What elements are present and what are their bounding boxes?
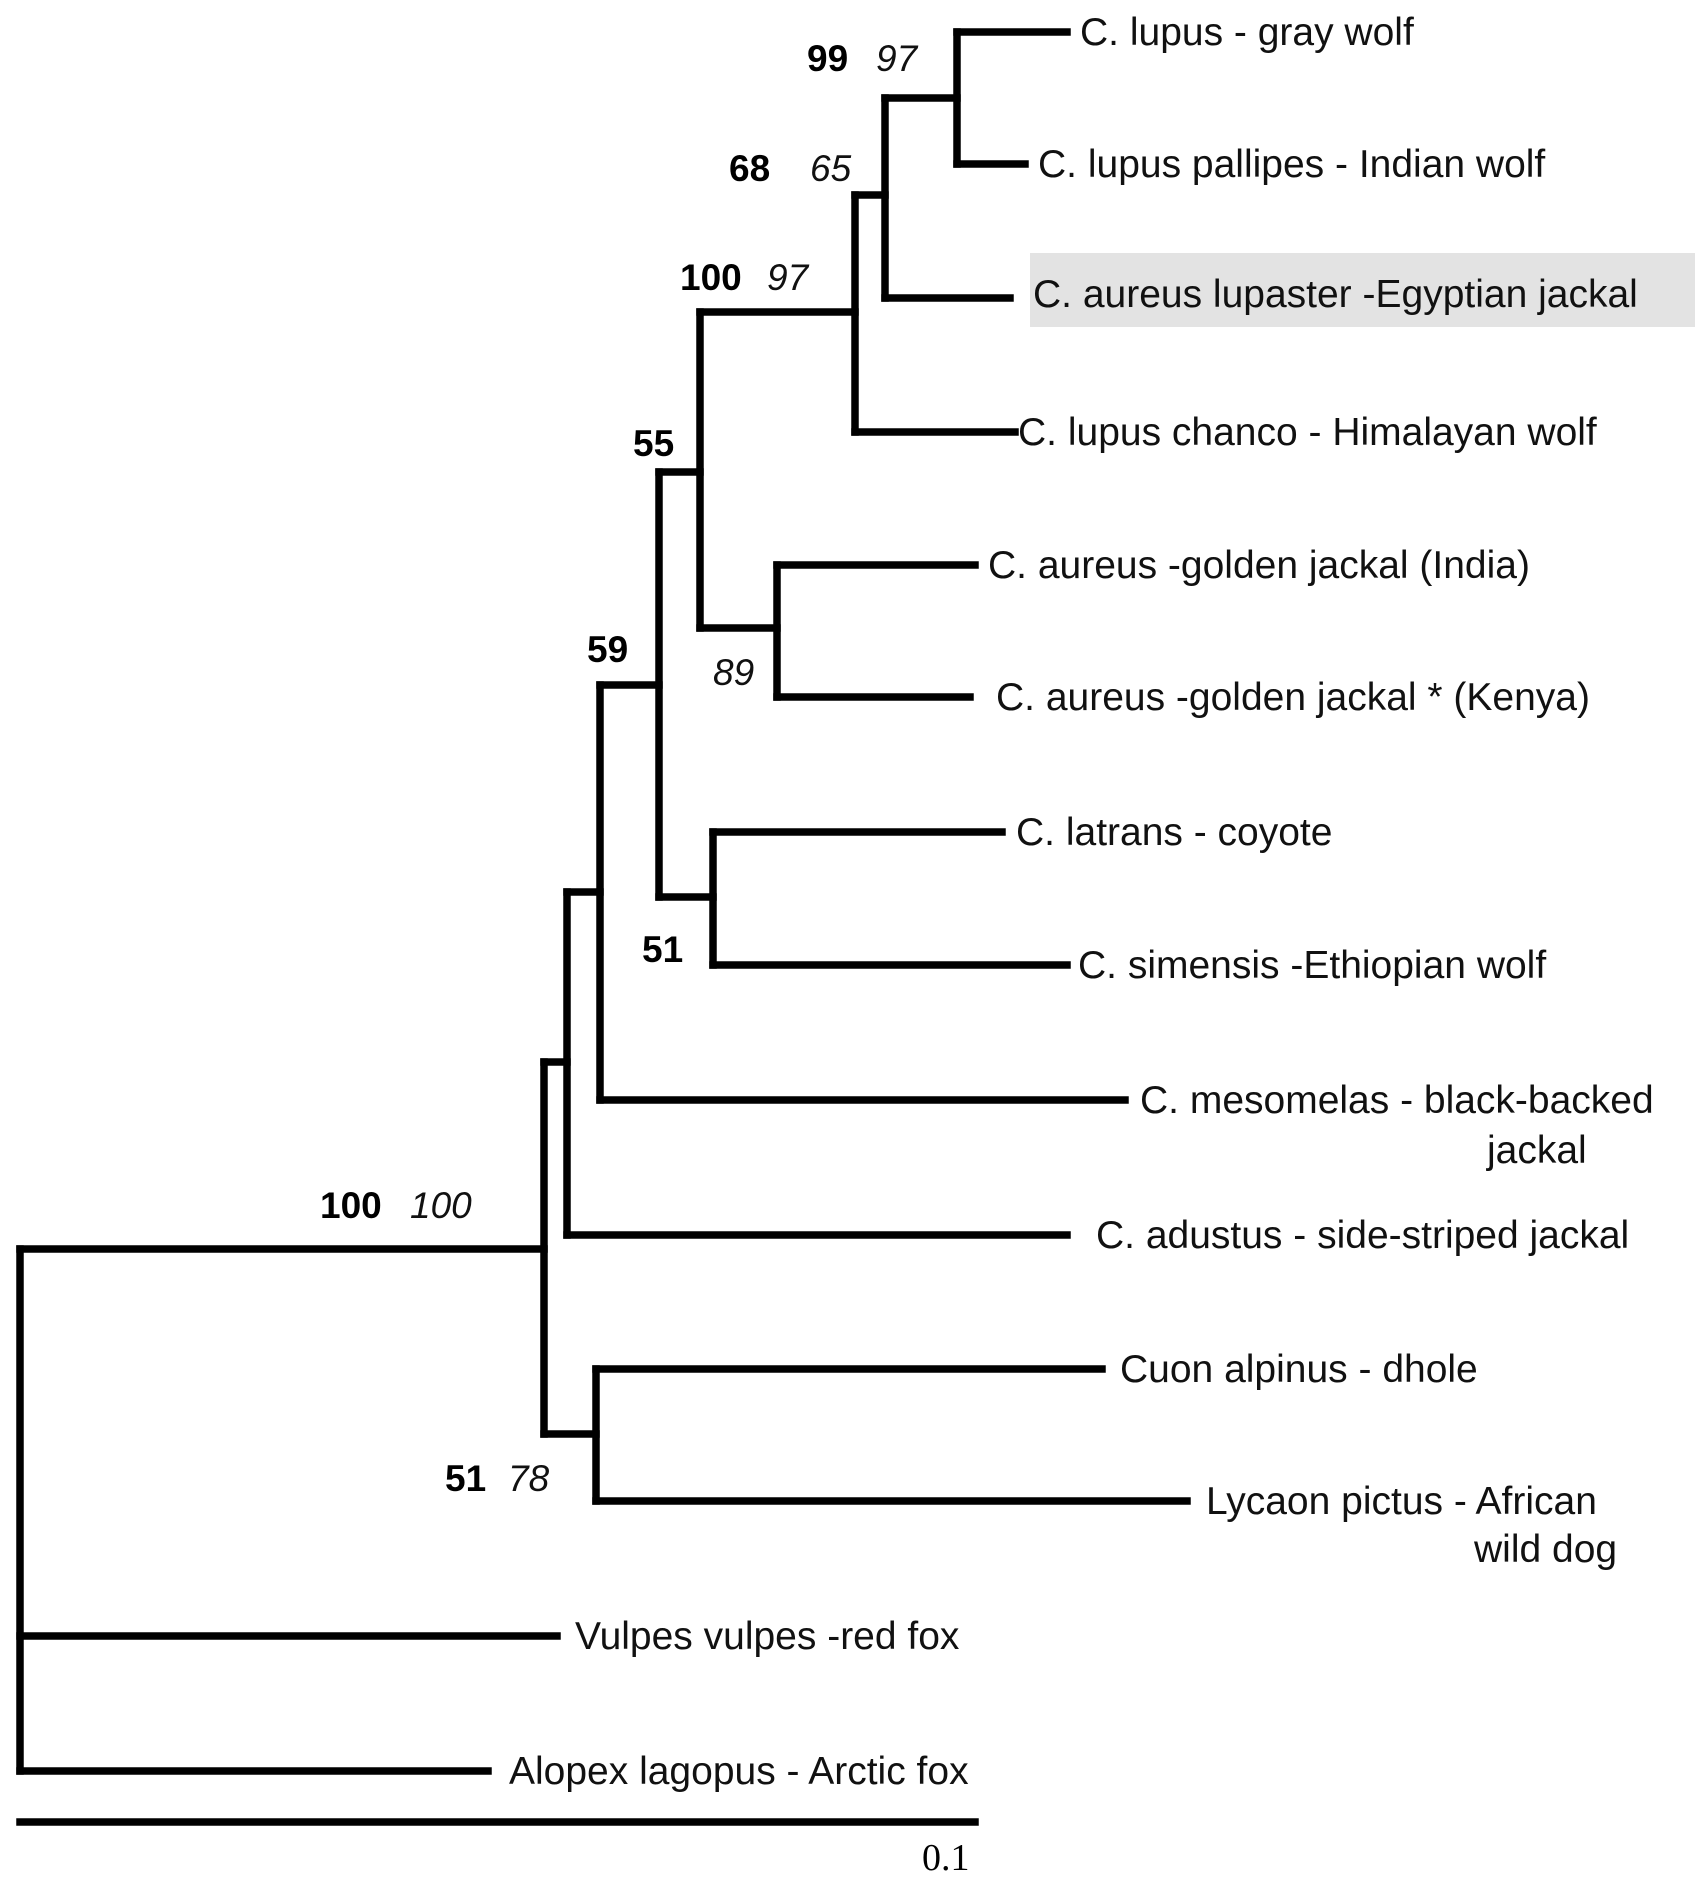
scale-bar-label: 0.1 [922,1837,970,1879]
tree-branches [16,28,1191,1775]
taxon-label-mesomelas-line2: jackal [1486,1129,1587,1172]
support-n4-bold: 55 [633,423,674,464]
taxon-label-cuon: Cuon alpinus - dhole [1120,1348,1478,1391]
taxon-labels: C. lupus - gray wolf C. lupus pallipes -… [509,11,1654,1793]
support-n2-bold: 68 [729,148,770,189]
taxon-label-adustus: C. adustus - side-striped jackal [1096,1214,1629,1257]
highlight-box [1030,253,1695,327]
support-n1-ital: 97 [876,38,919,79]
taxon-label-latrans: C. latrans - coyote [1016,811,1332,854]
taxon-label-lycaon-line2: wild dog [1473,1528,1617,1571]
taxon-label-mesomelas-line1: C. mesomelas - black-backed [1140,1079,1654,1122]
support-values: 99 97 68 65 100 97 55 89 59 51 100 100 5… [320,38,919,1499]
taxon-label-aureus-india: C. aureus -golden jackal (India) [988,544,1530,587]
taxon-label-aureus-kenya: C. aureus -golden jackal * (Kenya) [996,676,1590,719]
taxon-label-vulpes: Vulpes vulpes -red fox [575,1615,960,1658]
support-n1-bold: 99 [807,38,848,79]
taxon-label-lycaon-line1: Lycaon pictus - African [1206,1480,1597,1523]
support-n3-bold: 100 [680,257,742,298]
taxon-label-simensis: C. simensis -Ethiopian wolf [1078,944,1546,987]
support-n8-ital: 100 [410,1185,472,1226]
taxon-label-alopex: Alopex lagopus - Arctic fox [509,1750,969,1793]
scale-bar: 0.1 [16,1818,979,1879]
taxon-label-chanco: C. lupus chanco - Himalayan wolf [1018,411,1597,454]
support-n2-ital: 65 [810,148,852,189]
taxon-label-lupus: C. lupus - gray wolf [1080,11,1414,54]
taxon-label-pallipes: C. lupus pallipes - Indian wolf [1038,143,1545,186]
support-n8-bold: 100 [320,1185,382,1226]
taxon-label-lupaster: C. aureus lupaster -Egyptian jackal [1033,273,1638,316]
support-n3-ital: 97 [767,257,810,298]
support-n6-bold: 59 [587,629,628,670]
support-n5-ital: 89 [713,652,754,693]
support-n7-bold: 51 [642,929,683,970]
support-n9-bold: 51 [445,1458,486,1499]
support-n9-ital: 78 [508,1458,550,1499]
